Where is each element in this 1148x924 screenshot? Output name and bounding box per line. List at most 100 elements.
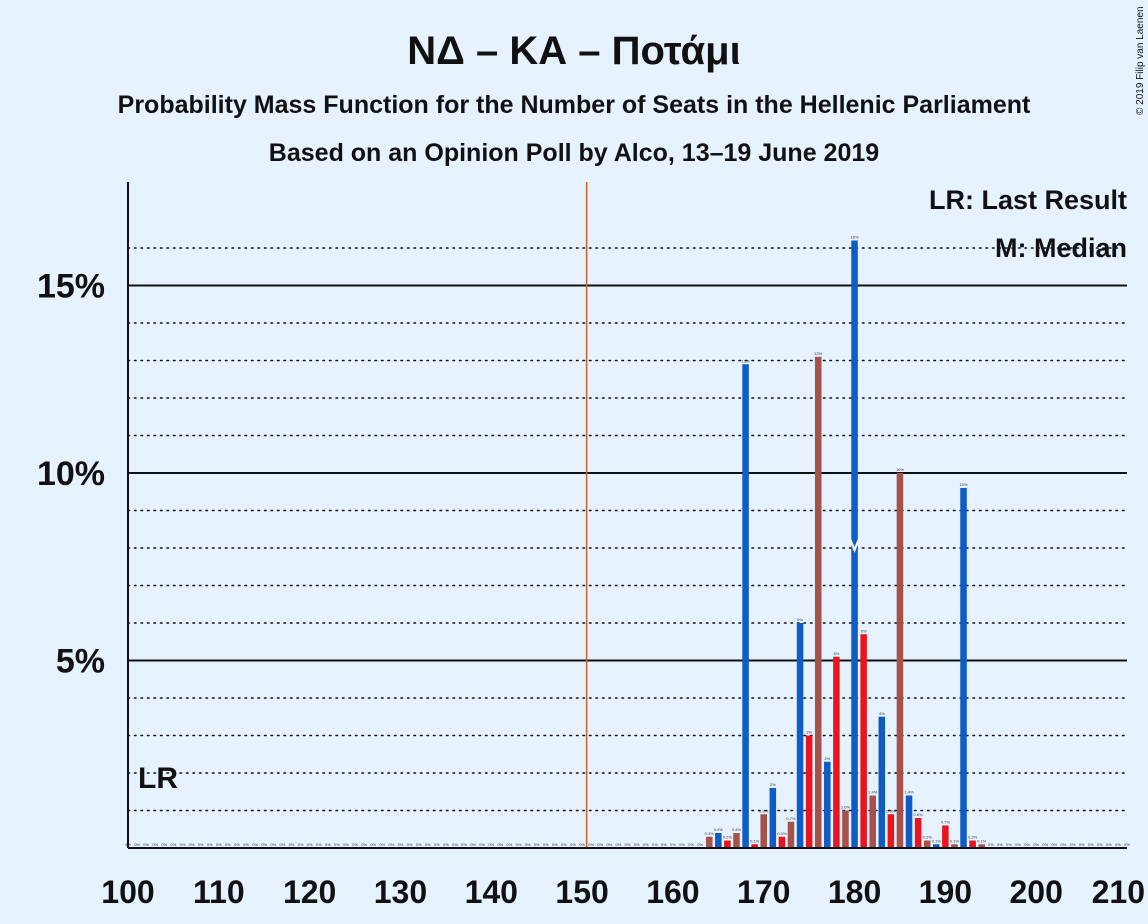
zero-label-seat-195: 0%	[988, 842, 994, 847]
x-tick-label: 130	[374, 874, 427, 910]
zero-label-seat-113: 0%	[243, 842, 249, 847]
zero-label-seat-125: 0%	[352, 842, 358, 847]
x-tick-label: 190	[919, 874, 972, 910]
zero-label-seat-152: 0%	[597, 842, 603, 847]
zero-label-seat-131: 0%	[407, 842, 413, 847]
bar-seat-179	[842, 810, 849, 848]
bar-seat-168	[742, 364, 749, 848]
bar-seat-191	[951, 844, 958, 848]
x-tick-label: 180	[828, 874, 881, 910]
zero-label-seat-101: 0%	[134, 842, 140, 847]
copyright-note: © 2019 Filip van Laenen	[1135, 6, 1146, 115]
zero-label-seat-159: 0%	[661, 842, 667, 847]
bar-seat-185	[896, 473, 904, 848]
bar-label-seat-165: 0.4%	[714, 827, 724, 832]
zero-label-seat-200: 0%	[1033, 842, 1039, 847]
bar-label-seat-177: 2%	[824, 756, 830, 761]
zero-label-seat-199: 0%	[1024, 842, 1030, 847]
bar-seat-173	[787, 821, 795, 848]
bar-seat-178	[833, 656, 840, 848]
x-tick-labels: 100 110 120 130 140 150 160 170 180 190 200 210	[101, 874, 1145, 910]
zero-label-seat-108: 0%	[198, 842, 204, 847]
x-tick-label: 200	[1009, 874, 1062, 910]
zero-label-seat-134: 0%	[434, 842, 440, 847]
zero-label-seat-156: 0%	[634, 842, 640, 847]
bar-label-seat-174: 6%	[797, 617, 803, 622]
bar-seat-189	[933, 844, 940, 848]
zero-label-seat-142: 0%	[507, 842, 513, 847]
bars: 0.3%0.4%0.2%0.4%13%0.1%0.9%2%0.3%0.7%6%3…	[705, 235, 987, 848]
bar-label-seat-191: 0.1%	[950, 838, 960, 843]
zero-label-seat-136: 0%	[452, 842, 458, 847]
zero-label-seat-196: 0%	[997, 842, 1003, 847]
y-tick-label: 5%	[56, 643, 105, 681]
zero-label-seat-198: 0%	[1015, 842, 1021, 847]
zero-label-seat-207: 0%	[1097, 842, 1103, 847]
zero-label-seat-197: 0%	[1006, 842, 1012, 847]
bar-seat-175	[805, 735, 813, 848]
zero-label-seat-117: 0%	[280, 842, 286, 847]
zero-label-seat-127: 0%	[370, 842, 376, 847]
bar-label-seat-167: 0.4%	[732, 827, 742, 832]
bar-seat-177	[824, 761, 831, 848]
bar-seat-165	[715, 833, 722, 848]
zero-label-seat-103: 0%	[152, 842, 158, 847]
bar-seat-169	[751, 844, 758, 848]
median-marker	[849, 539, 860, 553]
bar-label-seat-184: 0.9%	[886, 808, 896, 813]
bar-seat-167	[733, 833, 740, 848]
bar-label-seat-175: 3%	[806, 730, 812, 735]
zero-label-seat-210: 0%	[1124, 842, 1130, 847]
bar-label-seat-183: 4%	[879, 711, 885, 716]
bar-label-seat-176: 13%	[814, 351, 822, 356]
zero-label-seat-123: 0%	[334, 842, 340, 847]
zero-label-seat-160: 0%	[670, 842, 676, 847]
zero-label-seat-135: 0%	[443, 842, 449, 847]
zero-label-seat-102: 0%	[143, 842, 149, 847]
bar-seat-174	[796, 623, 804, 848]
bar-seat-181	[860, 634, 867, 848]
zero-label-seat-140: 0%	[488, 842, 494, 847]
bar-label-seat-185: 10%	[896, 467, 904, 472]
x-tick-label: 210	[1092, 874, 1145, 910]
zero-label-seat-206: 0%	[1088, 842, 1094, 847]
zero-label-seat-116: 0%	[270, 842, 276, 847]
zero-label-seat-204: 0%	[1070, 842, 1076, 847]
bar-label-seat-187: 0.8%	[914, 812, 924, 817]
bar-label-seat-186: 1.4%	[904, 790, 914, 795]
zero-label-seat-143: 0%	[516, 842, 522, 847]
bar-label-seat-172: 0.3%	[777, 831, 787, 836]
zero-label-seat-150: 0%	[579, 842, 585, 847]
chart-subtitle: Probability Mass Function for the Number…	[118, 91, 1031, 119]
bar-label-seat-166: 0.2%	[723, 835, 733, 840]
zero-label-seat-118: 0%	[289, 842, 295, 847]
bar-seat-176	[814, 356, 822, 848]
bar-seat-192	[960, 488, 967, 848]
zero-label-seat-154: 0%	[616, 842, 622, 847]
x-tick-label: 160	[646, 874, 699, 910]
zero-label-seat-109: 0%	[207, 842, 213, 847]
zero-label-seat-141: 0%	[497, 842, 503, 847]
zero-label-seat-157: 0%	[643, 842, 649, 847]
bar-seat-184	[887, 814, 895, 848]
zero-label-seat-110: 0%	[216, 842, 222, 847]
x-tick-label: 150	[555, 874, 608, 910]
zero-label-seat-104: 0%	[161, 842, 167, 847]
zero-label-seat-133: 0%	[425, 842, 431, 847]
axes	[127, 182, 1127, 849]
zero-label-seat-111: 0%	[225, 842, 231, 847]
zero-label-seat-146: 0%	[543, 842, 549, 847]
bar-seat-188	[923, 840, 931, 848]
x-tick-label: 120	[283, 874, 336, 910]
bar-seat-166	[724, 840, 731, 848]
bar-label-seat-179: 1.0%	[841, 805, 851, 810]
zero-label-seat-158: 0%	[652, 842, 658, 847]
zero-label-seat-162: 0%	[688, 842, 694, 847]
bar-label-seat-169: 0.1%	[750, 838, 760, 843]
x-tick-label: 170	[737, 874, 790, 910]
zero-label-seat-208: 0%	[1106, 842, 1112, 847]
bar-label-seat-189: 0.1%	[932, 838, 942, 843]
bar-label-seat-164: 0.3%	[705, 831, 715, 836]
